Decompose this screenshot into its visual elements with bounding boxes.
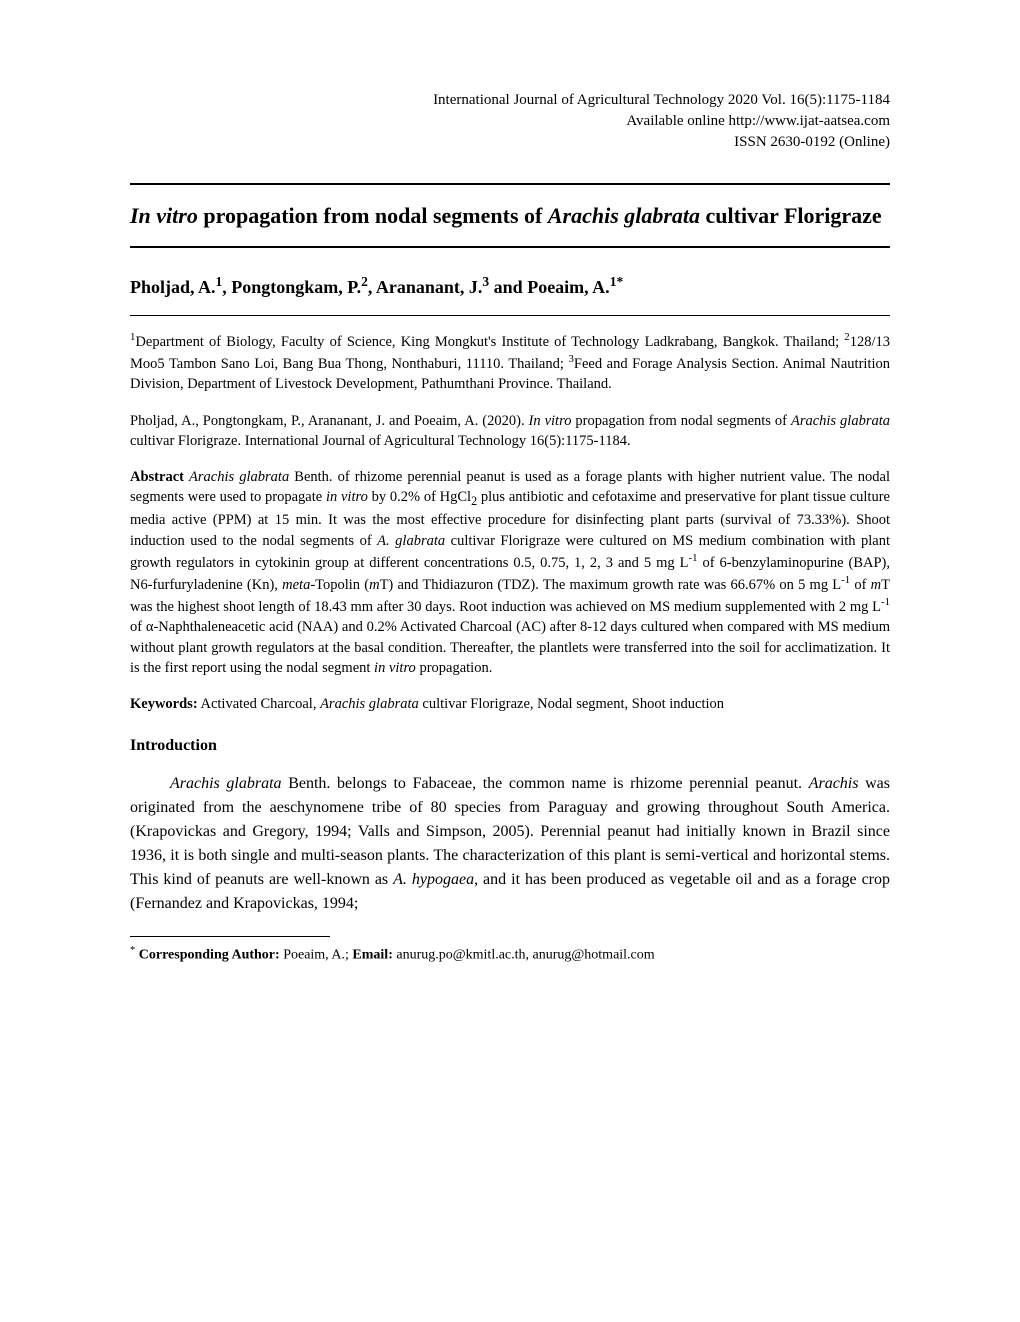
abstract-p8: of [850,577,870,593]
abstract-species: Arachis glabrata [189,469,289,485]
title-italic-species: Arachis glabrata [548,203,700,228]
author-4-sup: 1* [610,274,624,289]
body-species2: A. hypogaea [393,871,474,888]
citation-authors: Pholjad, A., Pongtongkam, P., Arananant,… [130,413,529,429]
title-suffix: cultivar Florigraze [700,203,882,228]
title-mid: propagation from nodal segments of [198,203,548,228]
abstract-mT1: m [369,577,379,593]
citation: Pholjad, A., Pongtongkam, P., Arananant,… [130,411,890,452]
footnote-label: Corresponding Author: [135,948,279,963]
introduction-paragraph: Arachis glabrata Benth. belongs to Fabac… [130,772,890,916]
affiliations: 1Department of Biology, Faculty of Scien… [130,330,890,395]
footnote-email-label: Email: [352,948,392,963]
journal-issn: ISSN 2630-0192 (Online) [130,132,890,153]
footnote-separator [130,936,330,937]
citation-mid: propagation from nodal segments of [571,413,791,429]
abstract-invitro1: in vitro [326,489,368,505]
authors-line: Pholjad, A.1, Pongtongkam, P.2, Arananan… [130,272,890,316]
body-genus: Arachis [809,775,859,792]
abstract: Abstract Arachis glabrata Benth. of rhiz… [130,467,890,678]
citation-species: Arachis glabrata [791,413,890,429]
abstract-sup-a: -1 [688,552,697,564]
author-2: , Pongtongkam, P. [222,277,361,297]
journal-url: Available online http://www.ijat-aatsea.… [130,111,890,132]
citation-tail: cultivar Florigraze. International Journ… [130,433,631,449]
article-title: In vitro propagation from nodal segments… [130,199,890,232]
abstract-p2: by 0.2% of HgCl [368,489,471,505]
abstract-label: Abstract [130,469,189,485]
body-p1: Benth. belongs to Fabaceae, the common n… [282,775,809,792]
footnote: * Corresponding Author: Poeaim, A.; Emai… [130,943,890,966]
title-section: In vitro propagation from nodal segments… [130,183,890,248]
author-2-sup: 2 [361,274,368,289]
abstract-meta: meta [282,577,310,593]
aff-1: Department of Biology, Faculty of Scienc… [135,334,844,350]
section-heading-introduction: Introduction [130,734,890,758]
abstract-species2: A. glabrata [377,533,445,549]
author-4: and Poeaim, A. [489,277,610,297]
abstract-sup-c: -1 [881,596,890,608]
keywords-pre: Activated Charcoal, [198,696,320,712]
journal-header: International Journal of Agricultural Te… [130,90,890,153]
abstract-p11: propagation. [416,660,493,676]
keywords: Keywords: Activated Charcoal, Arachis gl… [130,694,890,714]
title-italic-invitro: In vitro [130,203,198,228]
abstract-p6: -Topolin ( [310,577,369,593]
keywords-species: Arachis glabrata [320,696,419,712]
author-1: Pholjad, A. [130,277,216,297]
journal-line: International Journal of Agricultural Te… [130,90,890,111]
keywords-label: Keywords: [130,696,198,712]
keywords-rest: cultivar Florigraze, Nodal segment, Shoo… [419,696,724,712]
citation-invitro: In vitro [529,413,572,429]
abstract-invitro2: in vitro [374,660,416,676]
author-3: , Arananant, J. [368,277,483,297]
abstract-p10: of α-Naphthaleneacetic acid (NAA) and 0.… [130,619,890,676]
abstract-mT2: m [871,577,881,593]
footnote-text: Poeaim, A.; [280,948,353,963]
abstract-sup-b: -1 [841,574,850,586]
body-species1: Arachis glabrata [170,775,282,792]
footnote-emails: anurug.po@kmitl.ac.th, anurug@hotmail.co… [393,948,655,963]
abstract-p7: T) and Thidiazuron (TDZ). The maximum gr… [380,577,842,593]
